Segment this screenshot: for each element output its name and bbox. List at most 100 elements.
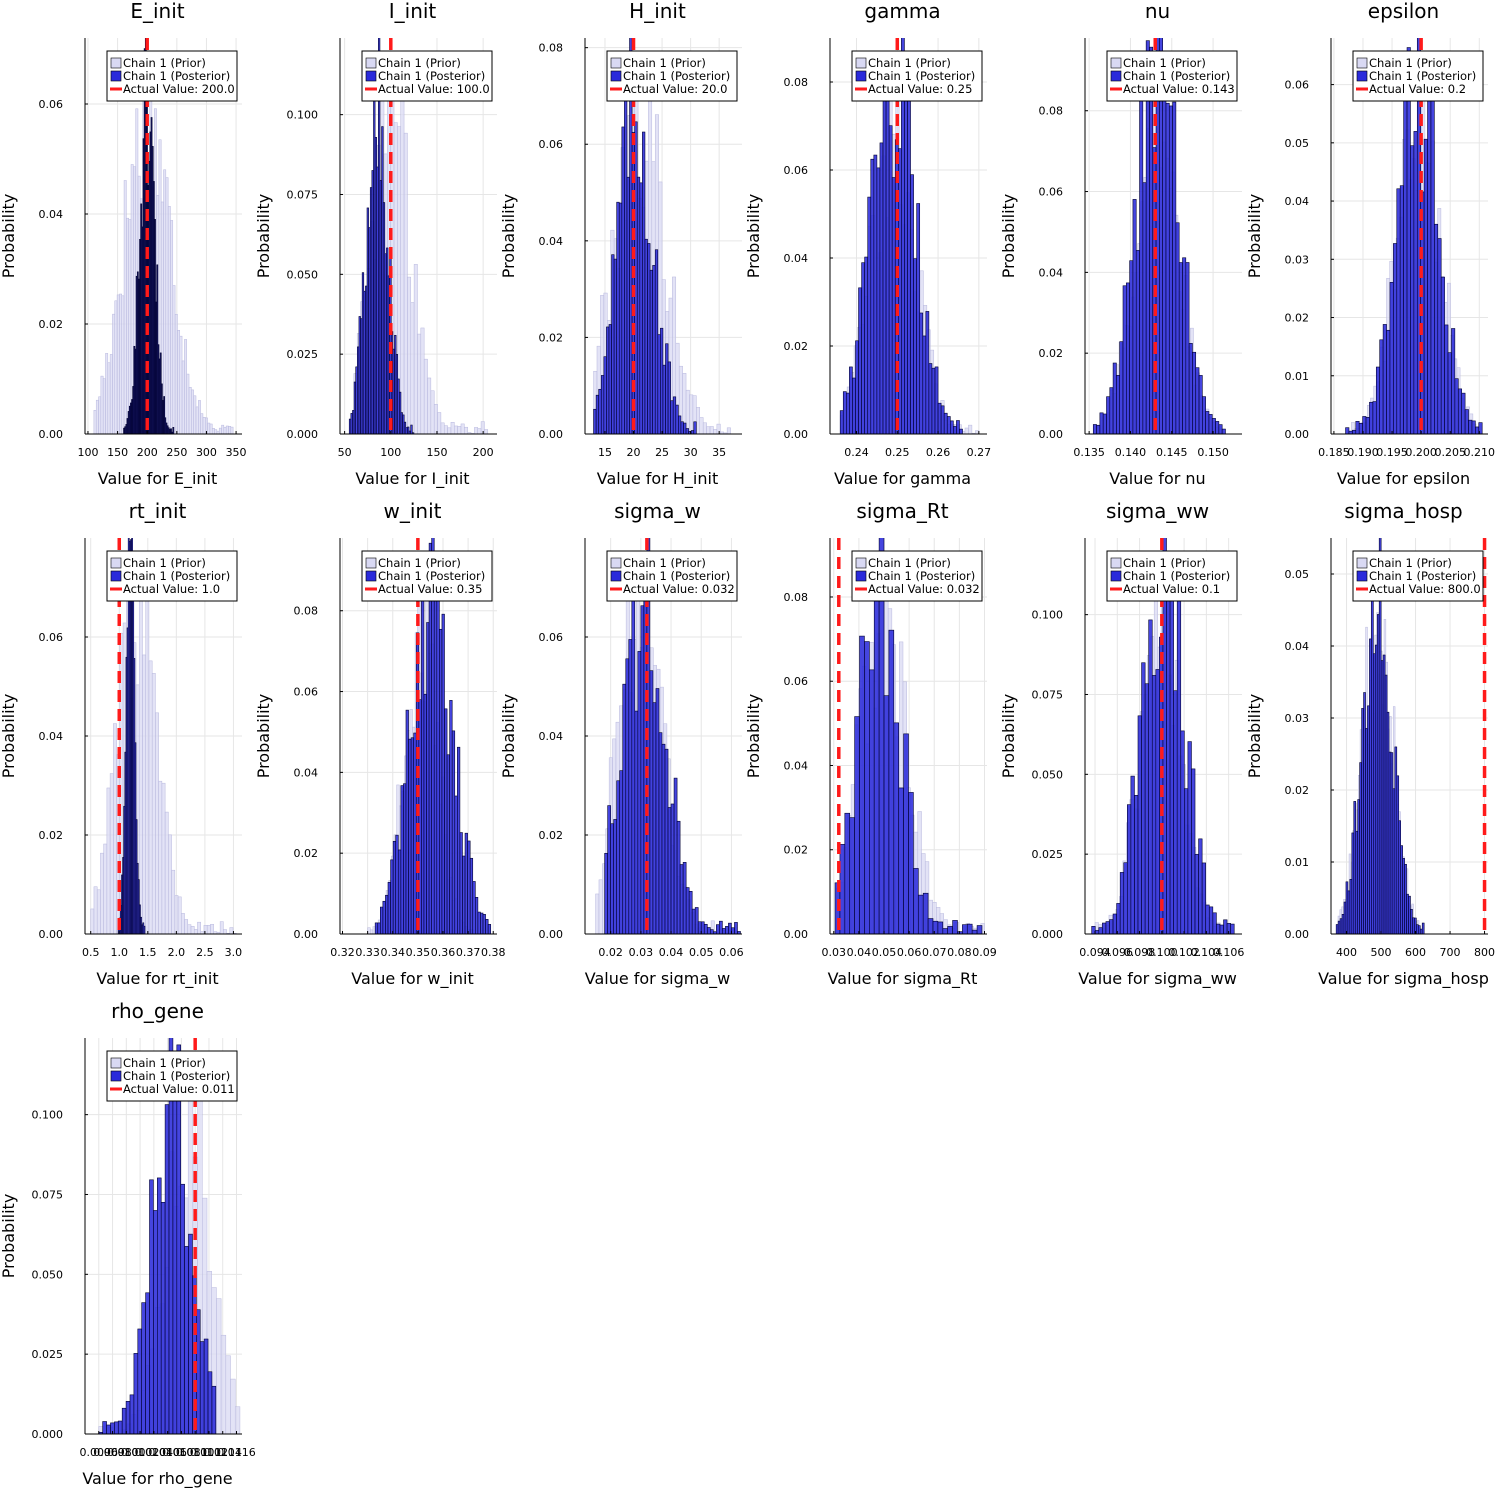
x-tick-label: 150 [426,446,447,459]
plot-area [1345,38,1483,434]
posterior-bar [971,929,978,934]
x-tick-label: 0.0114 [203,1446,242,1459]
posterior-bar [882,57,887,434]
legend-posterior-label: Chain 1 (Posterior) [1123,69,1230,83]
posterior-bar [690,430,695,434]
x-tick-label: 0.102 [1168,946,1200,959]
posterior-bar [1386,329,1391,434]
x-tick-label: 250 [166,446,187,459]
x-tick-label: 0.5 [82,946,100,959]
x-tick-label: 800 [1474,946,1495,959]
prior-bar [177,330,180,434]
panel-title: gamma [864,0,940,23]
y-tick-label: 0.01 [1285,856,1310,869]
x-tick-label: 0.04 [659,946,684,959]
posterior-bar [1399,185,1404,434]
legend-prior-swatch [365,57,377,69]
subplot-rt_init: 0.5 1.0 1.5 2.0 2.5 3.0 0.00 0.02 0.04 0.06 rt_ini… [0,499,242,989]
x-tick-label: 35 [712,446,726,459]
posterior-bar [203,1338,209,1434]
prior-bar [223,426,227,434]
prior-bar [197,921,201,934]
posterior-bar [1369,401,1374,434]
legend-actual-label: Actual Value: 20.0 [623,82,727,96]
prior-bar [138,565,143,934]
y-axis-label: Probability [499,194,518,279]
legend: Chain 1 (Prior)Chain 1 (Posterior)Actual… [851,50,983,102]
posterior-bar [683,422,687,434]
y-tick-label: 0.050 [32,1268,64,1281]
x-tick-label: 0.04 [847,946,872,959]
plot-area [593,38,731,434]
legend-posterior-swatch [1110,570,1122,582]
prior-bar [403,132,408,434]
prior-bar [145,575,150,934]
posterior-bar [1142,182,1147,434]
posterior-bar [734,922,738,934]
posterior-bar [145,1292,150,1434]
y-tick-label: 0.00 [294,928,319,941]
posterior-bar [706,927,711,934]
prior-bar [220,1334,227,1434]
legend-prior-swatch [110,57,122,69]
prior-bar [109,354,113,434]
panel-title: sigma_w [614,499,701,523]
posterior-bar [670,400,674,434]
posterior-bar [652,265,656,434]
prior-bar [225,1355,231,1434]
x-tick-label: 0.02 [598,946,623,959]
legend-prior-swatch [1110,57,1122,69]
legend-posterior-label: Chain 1 (Posterior) [623,569,730,583]
x-tick-label: 0.08 [947,946,972,959]
x-tick-label: 200 [137,446,158,459]
plot-area [98,1038,241,1434]
prior-bar [423,358,428,434]
posterior-bar [426,622,430,934]
posterior-bar [1423,138,1428,434]
posterior-bar [1135,250,1140,434]
posterior-bar [1198,838,1203,934]
legend-prior-label: Chain 1 (Prior) [623,56,706,70]
y-tick-label: 0.00 [784,928,809,941]
posterior-bar [1168,105,1173,434]
posterior-bar [436,577,440,934]
posterior-bar [114,1421,119,1434]
posterior-bar [141,1302,146,1434]
prior-bar [155,712,159,934]
posterior-bar [1461,392,1466,434]
posterior-bar [642,131,646,434]
y-tick-label: 0.000 [32,1428,64,1441]
posterior-bar [660,327,664,434]
legend-box [106,50,238,102]
prior-bar [114,300,118,434]
legend-box [606,50,738,102]
posterior-bar [459,832,463,934]
posterior-bar [667,361,671,434]
y-axis-label: Probability [0,1194,18,1279]
prior-bar [186,373,190,434]
posterior-bar [621,126,625,434]
panel-title: rt_init [129,499,187,523]
posterior-bar [1102,922,1107,934]
panel-title: sigma_hosp [1344,499,1462,523]
x-tick-label: 300 [196,446,217,459]
legend-box [361,550,493,602]
posterior-bar [1430,97,1435,434]
posterior-bar [607,805,611,934]
legend-prior-swatch [610,557,622,569]
legend-prior-swatch [110,1057,122,1069]
x-tick-label: 2.5 [196,946,214,959]
prior-bar [234,1406,241,1434]
x-tick-label: 100 [380,446,401,459]
posterior-bar [937,921,944,934]
prior-bar [689,394,694,434]
legend-box [1106,550,1238,602]
posterior-bar [1205,904,1210,934]
posterior-bar [1166,577,1171,934]
posterior-bar [885,77,890,434]
posterior-bar [1212,912,1217,934]
x-tick-label: 400 [1336,946,1357,959]
y-tick-label: 0.050 [1032,768,1064,781]
posterior-bar [685,428,689,434]
posterior-bar [622,683,627,934]
